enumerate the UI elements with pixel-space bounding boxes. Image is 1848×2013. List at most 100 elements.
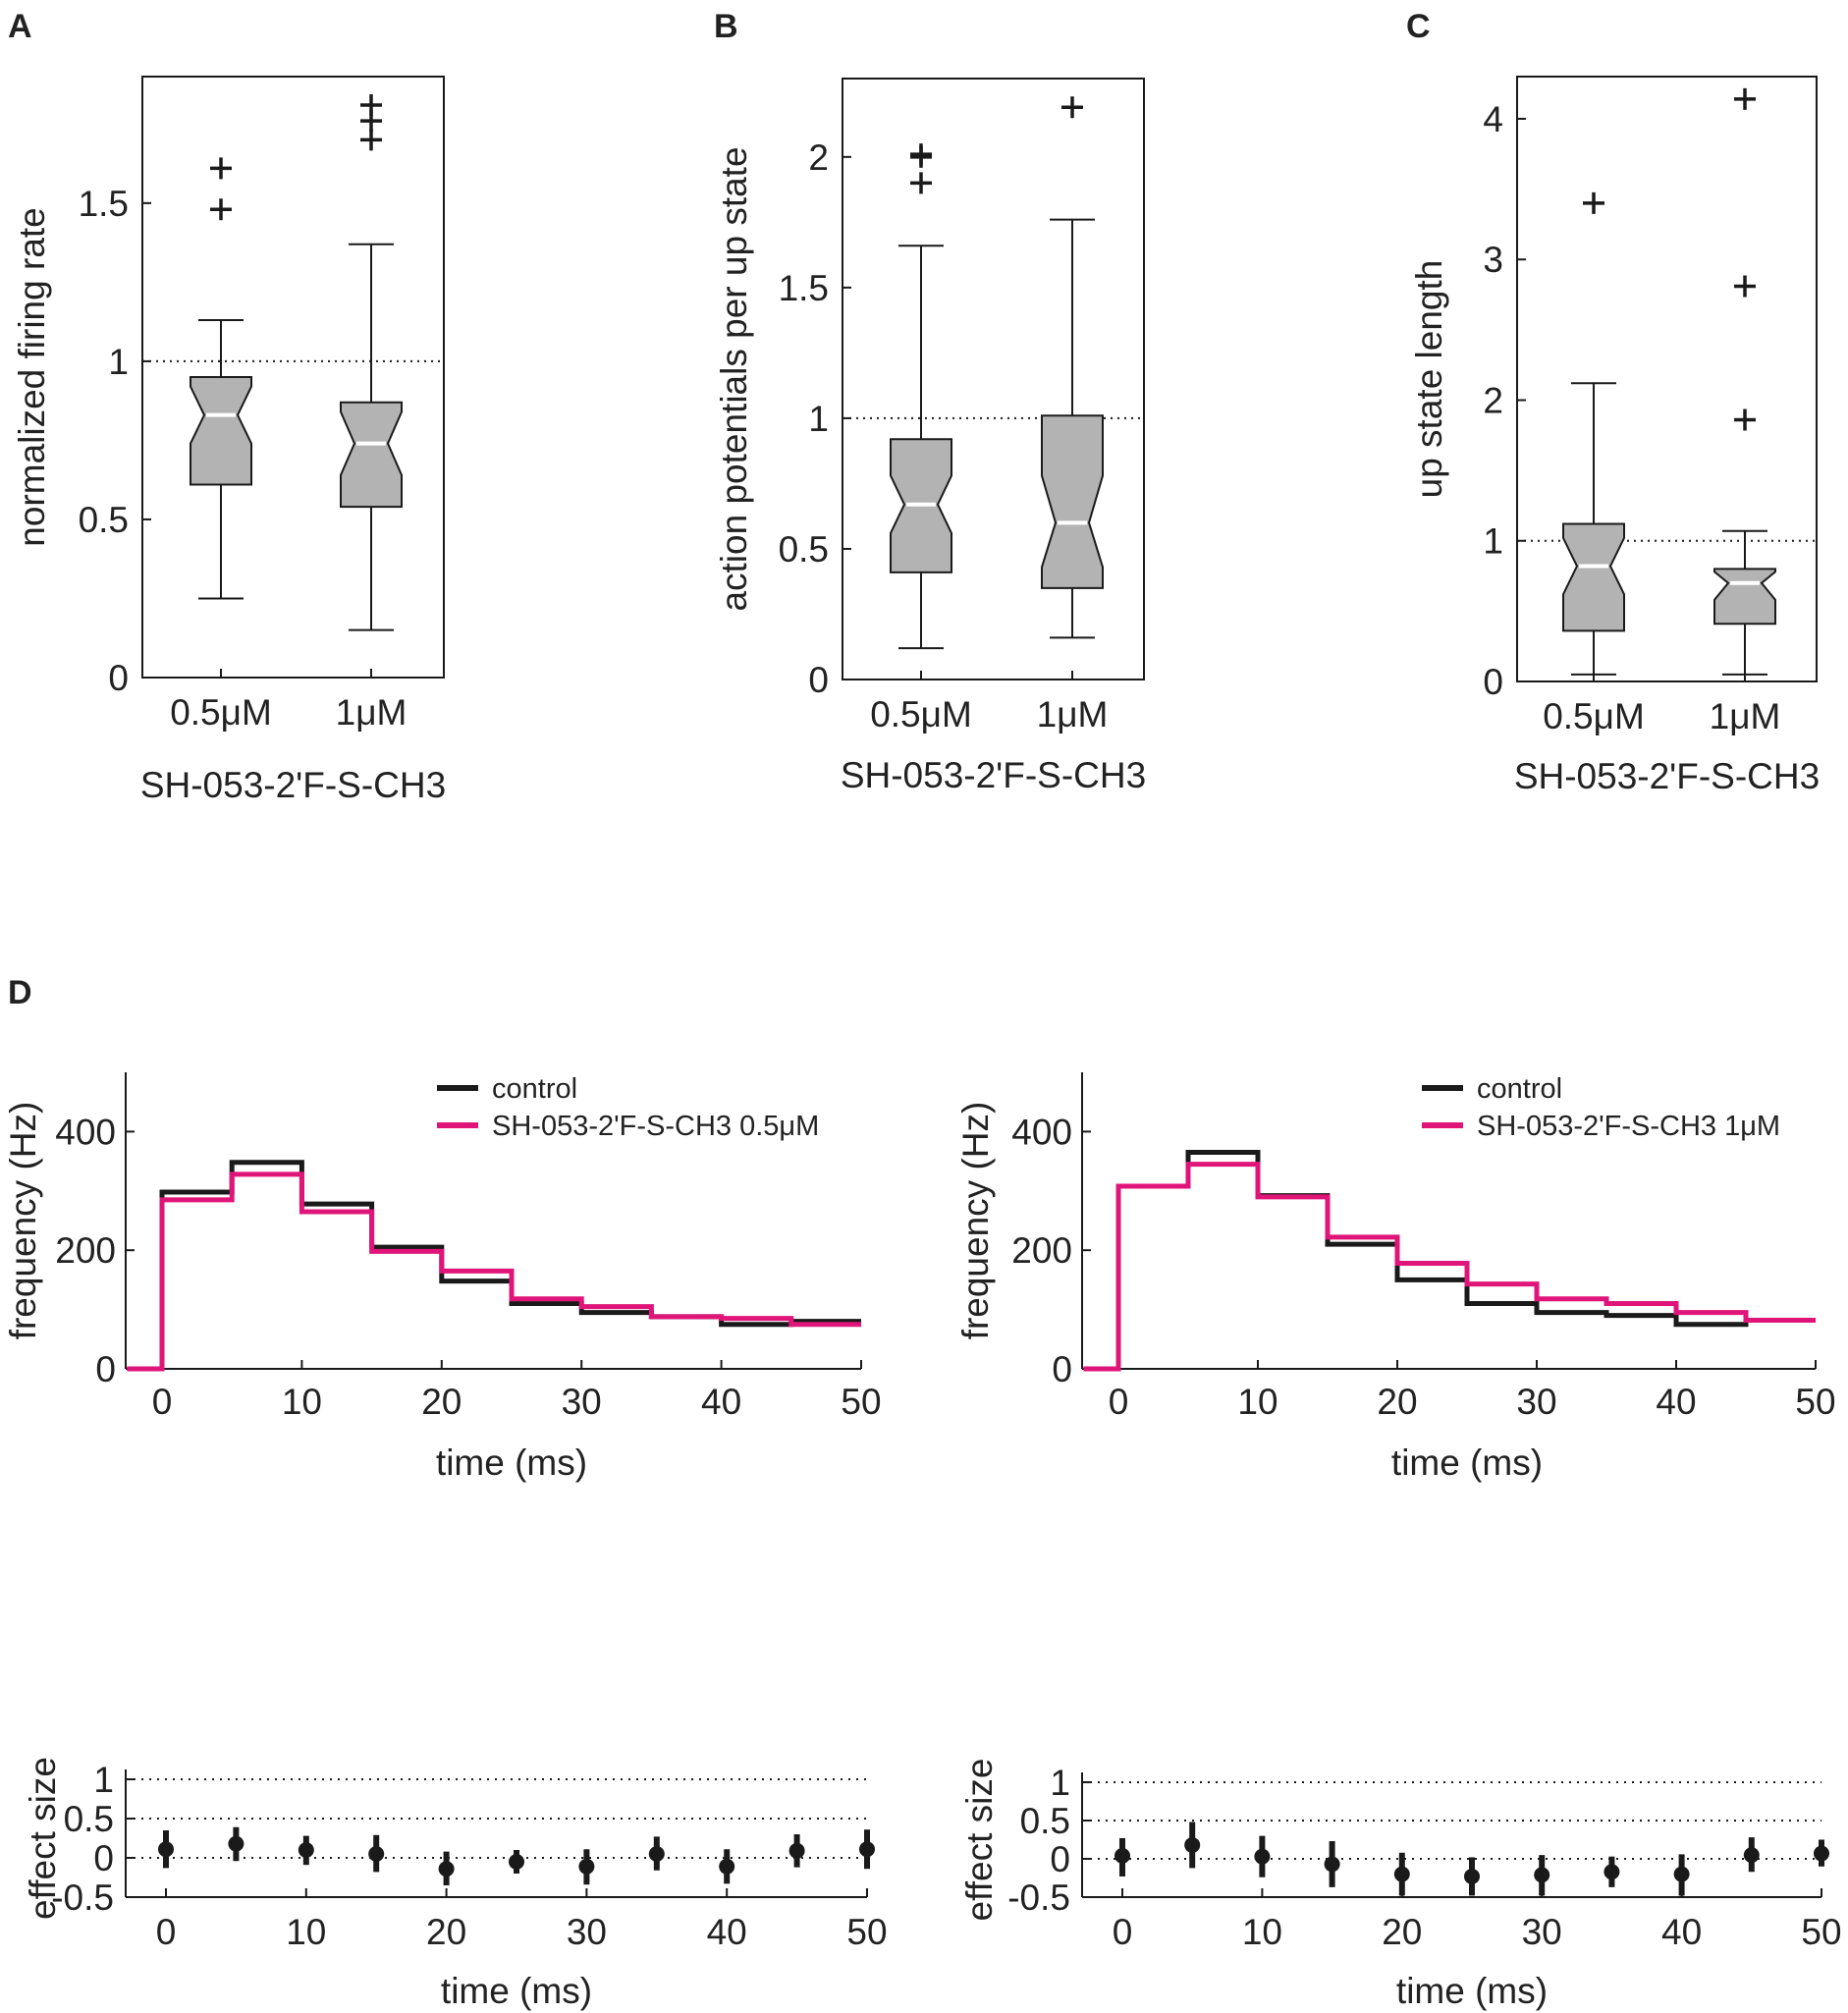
x-tick-label: 1μM: [1710, 696, 1781, 736]
x-tick-label: 30: [1516, 1382, 1556, 1422]
y-tick-label: 0: [808, 660, 829, 700]
outlier-marker: [1061, 96, 1083, 119]
boxplot-panel-a: 0 0.5 1 1.5 0.5μM 1μM normalized firing rate SH…: [12, 76, 446, 805]
x-tick-label: 0.5μM: [870, 694, 972, 734]
outlier-marker: [910, 172, 932, 194]
y-tick-label: 1: [1050, 1763, 1070, 1803]
y-tick-label: 2: [808, 137, 829, 178]
panel-letter-c: C: [1406, 8, 1431, 45]
histogram-panel-2: 0 200 400 0 10 20 30 40 50 control SH-053-2'F-S-CH…: [955, 1072, 1836, 1483]
x-tick-label: 10: [1237, 1382, 1277, 1422]
y-tick-label: 2: [1483, 380, 1503, 420]
effect-point: [1814, 1845, 1829, 1862]
x-tick-label: 20: [1377, 1382, 1417, 1422]
outlier-marker: [1734, 275, 1756, 298]
boxplot-panel-c: 0 1 2 3 4 0.5μM 1μM up state length SH-053-2'F-S…: [1409, 76, 1820, 796]
y-tick-label: 0: [1483, 662, 1503, 702]
y-axis-label: action potentials per up state: [714, 146, 754, 611]
y-tick-label: 0: [1052, 1349, 1072, 1389]
x-tick-label: 0.5μM: [170, 692, 272, 733]
plot-frame: [1516, 76, 1818, 682]
notched-box: [1562, 522, 1625, 632]
x-tick-label: 40: [707, 1912, 747, 1952]
effect-point: [1393, 1866, 1410, 1882]
x-tick-label: 50: [846, 1912, 887, 1952]
x-tick-label: 40: [701, 1382, 741, 1422]
y-tick-label: 0: [108, 658, 129, 698]
x-axis-label: time (ms): [1396, 1971, 1548, 2011]
boxplot-panel-b: 0 0.5 1 1.5 2 0.5μM 1μM action potentials per u…: [714, 78, 1146, 795]
outlier-marker: [360, 129, 382, 151]
effect-point: [509, 1854, 524, 1870]
x-tick-label: 0: [156, 1912, 177, 1952]
notched-box: [340, 401, 403, 509]
effect-point: [578, 1858, 595, 1875]
legend-label: SH-053-2'F-S-CH3 1μM: [1477, 1111, 1780, 1142]
legend-label: SH-053-2'F-S-CH3 0.5μM: [492, 1111, 819, 1142]
x-tick-label: 50: [1801, 1912, 1841, 1952]
x-tick-label: 20: [421, 1382, 462, 1422]
x-tick-label: 0.5μM: [1543, 696, 1645, 736]
x-tick-label: 1μM: [336, 692, 408, 733]
outlier-marker: [1734, 87, 1756, 110]
y-tick-label: 1.5: [79, 184, 129, 224]
x-tick-label: 50: [841, 1382, 881, 1422]
y-axis-label: frequency (Hz): [955, 1102, 996, 1340]
y-axis-label: effect size: [23, 1757, 63, 1920]
panel-letter-a: A: [8, 8, 32, 45]
legend-label: control: [492, 1073, 577, 1105]
y-tick-label: 0.5: [79, 500, 129, 540]
effect-point: [228, 1835, 245, 1852]
x-tick-label: 1μM: [1037, 694, 1109, 734]
x-axis-label: SH-053-2'F-S-CH3: [1514, 756, 1820, 796]
outlier-marker: [910, 143, 932, 166]
effect-point: [1673, 1866, 1690, 1882]
x-axis-label: time (ms): [1391, 1442, 1543, 1483]
y-tick-label: -0.5: [1007, 1877, 1070, 1918]
panel-letter-d: D: [8, 974, 32, 1011]
effect-point: [438, 1861, 455, 1877]
y-tick-label: 1: [1483, 521, 1503, 562]
histogram-panel-1: 0 200 400 0 10 20 30 40 50 control SH-053-2'F-S-CH…: [3, 1072, 882, 1483]
effect-point: [859, 1841, 875, 1858]
y-tick-label: 400: [55, 1112, 116, 1152]
effect-point: [788, 1842, 805, 1859]
effect-point: [1254, 1848, 1271, 1865]
effect-point: [648, 1846, 665, 1862]
effect-point: [1534, 1867, 1550, 1883]
x-tick-label: 30: [562, 1382, 602, 1422]
x-tick-label: 0: [1109, 1382, 1129, 1422]
y-tick-label: 1.5: [779, 268, 829, 308]
x-tick-label: 10: [286, 1912, 326, 1952]
x-tick-label: 30: [1522, 1912, 1562, 1952]
x-axis-label: SH-053-2'F-S-CH3: [841, 755, 1146, 795]
x-tick-label: 20: [426, 1912, 466, 1952]
effect-point: [1743, 1847, 1760, 1864]
y-tick-label: 0.5: [779, 529, 829, 570]
effect-point: [1324, 1856, 1340, 1873]
outlier-marker: [1583, 191, 1604, 214]
y-tick-label: 0: [1050, 1839, 1070, 1879]
series-line-control: [1083, 1150, 1816, 1372]
x-tick-label: 50: [1795, 1382, 1835, 1422]
outlier-marker: [210, 198, 232, 221]
y-tick-label: 200: [55, 1230, 116, 1271]
notched-box: [190, 376, 252, 486]
x-tick-label: 10: [282, 1382, 322, 1422]
x-tick-label: 0: [1113, 1912, 1133, 1952]
y-axis-label: frequency (Hz): [3, 1102, 43, 1340]
effect-point: [1114, 1847, 1130, 1864]
notched-box: [1713, 568, 1776, 626]
series-line-control: [127, 1160, 861, 1372]
outlier-marker: [1734, 408, 1756, 431]
x-axis-label: SH-053-2'F-S-CH3: [140, 765, 446, 805]
series-line-drug: [127, 1171, 861, 1372]
y-tick-label: -0.5: [51, 1877, 114, 1918]
effect-point: [158, 1841, 174, 1858]
plot-frame: [842, 78, 1145, 680]
notched-box: [1041, 414, 1104, 589]
